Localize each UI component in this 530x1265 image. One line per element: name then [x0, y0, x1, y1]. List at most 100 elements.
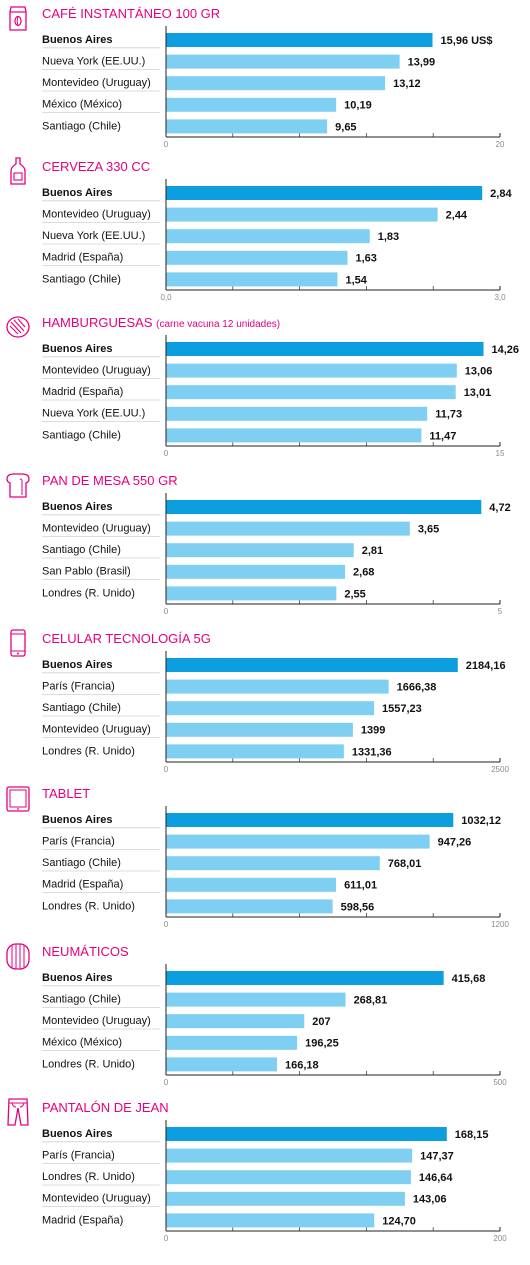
tick-label-start: 0: [164, 607, 169, 616]
category-label: Londres (R. Unido): [42, 745, 135, 757]
value-label: 1032,12: [461, 815, 501, 827]
value-label: 11,73: [435, 409, 462, 421]
category-label: Buenos Aires: [42, 187, 113, 199]
bar: [166, 1148, 413, 1163]
category-label: Santiago (Chile): [42, 544, 121, 556]
value-label: 2,68: [353, 567, 374, 579]
bar: [166, 1213, 375, 1228]
value-label: 1,83: [378, 231, 399, 243]
category-label: Buenos Aires: [42, 814, 113, 826]
chart-panel-cafe: CAFÉ INSTANTÁNEO 100 GR Buenos Aires 15,9…: [0, 4, 530, 162]
bar: [166, 856, 380, 871]
bar: [166, 971, 444, 985]
tick-label-end: 3,0: [494, 293, 506, 302]
tick-label-start: 0,0: [160, 293, 172, 302]
bar: [166, 834, 430, 849]
category-label: Santiago (Chile): [42, 429, 121, 441]
value-label: 1557,23: [382, 703, 422, 715]
tablet-icon: [6, 786, 30, 812]
bar: [166, 813, 454, 827]
tick-label-start: 0: [164, 920, 169, 929]
category-label: Madrid (España): [42, 252, 123, 264]
category-label: Madrid (España): [42, 1214, 123, 1226]
bar: [166, 1170, 411, 1185]
bread-icon: [6, 473, 30, 498]
bar: [166, 119, 328, 134]
value-label: 2,44: [446, 210, 468, 222]
chart-panel-tablet: TABLET Buenos Aires 1032,12 París (Francia…: [0, 784, 530, 942]
category-label: Santiago (Chile): [42, 120, 121, 132]
chart-title: CELULAR TECNOLOGÍA 5G: [42, 631, 211, 646]
value-label: 146,64: [419, 1172, 454, 1184]
chart-title: PAN DE MESA 550 GR: [42, 473, 178, 488]
chart-panel-neumaticos: NEUMÁTICOS Buenos Aires 415,68 Santiago (C…: [0, 942, 530, 1100]
bar: [166, 744, 344, 759]
bar: [166, 877, 337, 892]
value-label: 11,47: [429, 430, 456, 442]
bar-chart: Buenos Aires 15,96 US$ Nueva York (EE.UU.)…: [42, 26, 505, 149]
bar: [166, 899, 333, 914]
bar: [166, 658, 458, 672]
value-label: 2,84: [490, 188, 512, 200]
bar: [166, 1057, 278, 1072]
chart-title: CERVEZA 330 CC: [42, 159, 151, 174]
chart-title: NEUMÁTICOS: [42, 944, 129, 959]
category-label: Montevideo (Uruguay): [42, 724, 151, 736]
tire-icon: [6, 943, 30, 970]
value-label: 9,65: [335, 121, 356, 133]
category-label: Nueva York (EE.UU.): [42, 408, 145, 420]
value-label: 147,37: [420, 1151, 454, 1163]
bar: [166, 500, 482, 514]
category-label: Madrid (España): [42, 386, 123, 398]
bar: [166, 1127, 447, 1141]
chart-title: HAMBURGUESAS (carne vacuna 12 unidades): [42, 315, 281, 330]
chart-title: CAFÉ INSTANTÁNEO 100 GR: [42, 6, 221, 21]
chart-panel-cerveza: CERVEZA 330 CC Buenos Aires 2,84 Montevide…: [0, 157, 530, 315]
bar: [166, 54, 400, 69]
value-label: 207: [312, 1016, 330, 1028]
coffee-bag-icon: [9, 6, 27, 31]
bar-chart: Buenos Aires 2184,16 París (Francia) 1666,3…: [42, 651, 509, 774]
value-label: 166,18: [285, 1059, 319, 1071]
bar: [166, 722, 353, 737]
value-label: 1399: [361, 725, 385, 737]
bar: [166, 521, 410, 536]
value-label: 3,65: [418, 524, 439, 536]
value-label: 1331,36: [352, 746, 392, 758]
bar: [166, 1191, 405, 1206]
value-label: 13,12: [393, 78, 421, 90]
value-label: 13,06: [465, 366, 493, 378]
category-label: Nueva York (EE.UU.): [42, 56, 145, 68]
phone-icon: [10, 629, 26, 657]
value-label: 10,19: [344, 100, 372, 112]
category-label: Buenos Aires: [42, 972, 113, 984]
category-label: Londres (R. Unido): [42, 1058, 135, 1070]
category-label: Montevideo (Uruguay): [42, 523, 151, 535]
value-label: 1,63: [355, 253, 376, 265]
tick-label-start: 0: [164, 449, 169, 458]
category-label: Londres (R. Unido): [42, 587, 135, 599]
bar-chart: Buenos Aires 415,68 Santiago (Chile) 268,81…: [42, 964, 507, 1087]
category-label: San Pablo (Brasil): [42, 566, 131, 578]
bar: [166, 428, 422, 443]
category-label: Montevideo (Uruguay): [42, 77, 151, 89]
category-label: Montevideo (Uruguay): [42, 209, 151, 221]
bar: [166, 586, 337, 601]
bar: [166, 679, 389, 694]
tick-label-end: 500: [493, 1078, 507, 1087]
bar-chart: Buenos Aires 168,15 París (Francia) 147,37 L…: [42, 1120, 507, 1243]
chart-title: PANTALÓN DE JEAN: [42, 1100, 169, 1115]
tick-label-end: 20: [496, 140, 505, 149]
bar: [166, 363, 457, 378]
tick-label-end: 15: [496, 449, 505, 458]
category-label: Santiago (Chile): [42, 994, 121, 1006]
category-label: París (Francia): [42, 836, 115, 848]
value-label: 611,01: [344, 880, 377, 892]
bar: [166, 186, 483, 200]
value-label: 768,01: [388, 858, 422, 870]
chart-panel-hamburguesas: HAMBURGUESAS (carne vacuna 12 unidades) …: [0, 313, 530, 471]
bar-chart: Buenos Aires 1032,12 París (Francia) 947,26…: [42, 806, 509, 929]
bar: [166, 564, 346, 579]
bar: [166, 76, 386, 91]
chart-title: TABLET: [42, 786, 91, 801]
